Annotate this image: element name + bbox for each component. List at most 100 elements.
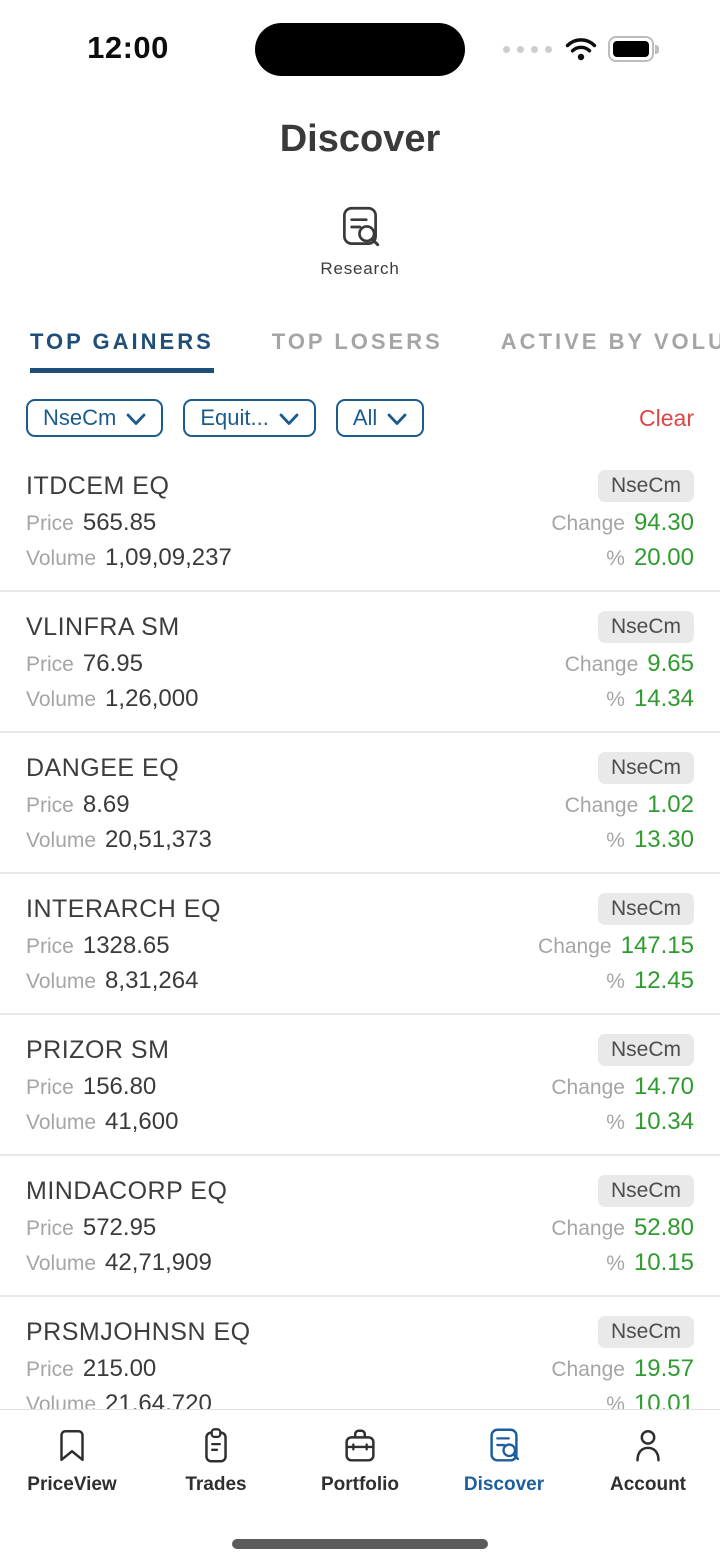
stock-symbol: PRSMJOHNSN EQ	[26, 1317, 251, 1346]
stock-list-item[interactable]: INTERARCH EQ NseCm Price 1328.65 Change …	[0, 874, 720, 1015]
change-value: 19.57	[633, 1355, 694, 1382]
nav-trades[interactable]: Trades	[151, 1425, 281, 1496]
stock-symbol: VLINFRA SM	[26, 612, 180, 641]
exchange-badge: NseCm	[597, 893, 694, 925]
percent-label: %	[606, 688, 625, 711]
clear-filters-button[interactable]: Clear	[639, 404, 694, 431]
stock-list-item[interactable]: PRIZOR SM NseCm Price 156.80 Change 14.7…	[0, 1015, 720, 1156]
change-label: Change	[551, 512, 625, 535]
research-label: Research	[320, 259, 400, 278]
home-indicator[interactable]	[232, 1539, 488, 1549]
briefcase-icon	[345, 1429, 375, 1462]
percent-value: 13.30	[633, 826, 694, 853]
tab-top-losers[interactable]: TOP LOSERS	[271, 329, 443, 354]
tab-active-by-volume[interactable]: ACTIVE BY VOLUME	[500, 329, 720, 354]
percent-label: %	[606, 1252, 625, 1275]
nav-label: Trades	[185, 1474, 247, 1495]
exchange-filter-value: NseCm	[43, 405, 117, 430]
volume-label: Volume	[26, 547, 97, 570]
category-filter-dropdown[interactable]: All	[335, 399, 425, 437]
exchange-badge: NseCm	[597, 1316, 694, 1348]
segment-filter-value: Equit...	[200, 405, 269, 430]
price-label: Price	[26, 935, 74, 958]
price-value: 572.95	[82, 1214, 157, 1241]
status-bar: 12:00	[0, 0, 720, 100]
price-label: Price	[26, 1076, 74, 1099]
wifi-icon	[565, 38, 597, 61]
change-label: Change	[551, 1217, 625, 1240]
exchange-filter-dropdown[interactable]: NseCm	[26, 399, 164, 437]
tab-top-gainers[interactable]: TOP GAINERS	[30, 329, 214, 373]
percent-value: 10.34	[633, 1108, 694, 1135]
segment-filter-dropdown[interactable]: Equit...	[183, 399, 316, 437]
stock-symbol: ITDCEM EQ	[26, 471, 170, 500]
nav-account[interactable]: Account	[583, 1425, 713, 1496]
change-label: Change	[551, 1076, 625, 1099]
chevron-down-icon	[387, 413, 407, 425]
volume-label: Volume	[26, 970, 97, 993]
price-value: 156.80	[82, 1073, 157, 1100]
stock-list-item[interactable]: ITDCEM EQ NseCm Price 565.85 Change 94.3…	[0, 451, 720, 592]
volume-value: 1,09,09,237	[105, 544, 232, 571]
nav-priceview[interactable]: PriceView	[7, 1425, 137, 1496]
nav-label: PriceView	[27, 1474, 117, 1495]
volume-label: Volume	[26, 1111, 97, 1134]
price-value: 565.85	[82, 509, 157, 536]
change-value: 1.02	[647, 791, 694, 818]
exchange-badge: NseCm	[597, 611, 694, 643]
research-icon	[490, 1428, 520, 1462]
bookmark-icon	[60, 1429, 84, 1462]
nav-label: Portfolio	[320, 1474, 400, 1495]
price-label: Price	[26, 653, 74, 676]
percent-label: %	[606, 970, 625, 993]
volume-label: Volume	[26, 829, 97, 852]
stock-list-item[interactable]: VLINFRA SM NseCm Price 76.95 Change 9.65…	[0, 592, 720, 733]
battery-icon	[608, 35, 664, 63]
stock-symbol: INTERARCH EQ	[26, 894, 221, 923]
clock: 12:00	[87, 30, 169, 65]
change-value: 14.70	[633, 1073, 694, 1100]
volume-value: 42,71,909	[105, 1249, 212, 1276]
stock-list-item[interactable]: DANGEE EQ NseCm Price 8.69 Change 1.02 V…	[0, 733, 720, 874]
exchange-badge: NseCm	[597, 1034, 694, 1066]
price-label: Price	[26, 1217, 74, 1240]
bottom-nav: PriceView Trades Portfolio	[0, 1409, 720, 1561]
status-icons	[503, 33, 664, 65]
research-icon	[343, 206, 380, 247]
percent-value: 10.15	[633, 1249, 694, 1276]
research-shortcut[interactable]: Research	[0, 203, 720, 279]
change-label: Change	[551, 1358, 625, 1381]
chevron-down-icon	[126, 413, 146, 425]
percent-label: %	[606, 829, 625, 852]
price-label: Price	[26, 512, 74, 535]
tab-bar: TOP GAINERS TOP LOSERS ACTIVE BY VOLUME	[0, 329, 720, 373]
stock-list-item[interactable]: MINDACORP EQ NseCm Price 572.95 Change 5…	[0, 1156, 720, 1297]
percent-value: 12.45	[633, 967, 694, 994]
clipboard-icon	[205, 1428, 227, 1463]
volume-value: 1,26,000	[105, 685, 199, 712]
filter-bar: NseCm Equit... All Clear	[0, 399, 720, 437]
change-value: 52.80	[633, 1214, 694, 1241]
volume-label: Volume	[26, 1252, 97, 1275]
price-value: 76.95	[82, 650, 143, 677]
change-value: 147.15	[620, 932, 694, 959]
price-value: 1328.65	[82, 932, 170, 959]
stock-symbol: DANGEE EQ	[26, 753, 180, 782]
nav-discover[interactable]: Discover	[439, 1425, 569, 1496]
volume-value: 8,31,264	[105, 967, 199, 994]
volume-label: Volume	[26, 688, 97, 711]
change-label: Change	[564, 653, 639, 676]
volume-value: 20,51,373	[105, 826, 212, 853]
percent-value: 20.00	[633, 544, 694, 571]
price-label: Price	[26, 1358, 74, 1381]
change-value: 94.30	[633, 509, 694, 536]
exchange-badge: NseCm	[597, 752, 694, 784]
exchange-badge: NseCm	[597, 1175, 694, 1207]
nav-portfolio[interactable]: Portfolio	[295, 1425, 425, 1496]
volume-value: 41,600	[105, 1108, 179, 1135]
change-value: 9.65	[647, 650, 694, 677]
price-value: 8.69	[82, 791, 130, 818]
price-label: Price	[26, 794, 74, 817]
percent-value: 14.34	[633, 685, 694, 712]
